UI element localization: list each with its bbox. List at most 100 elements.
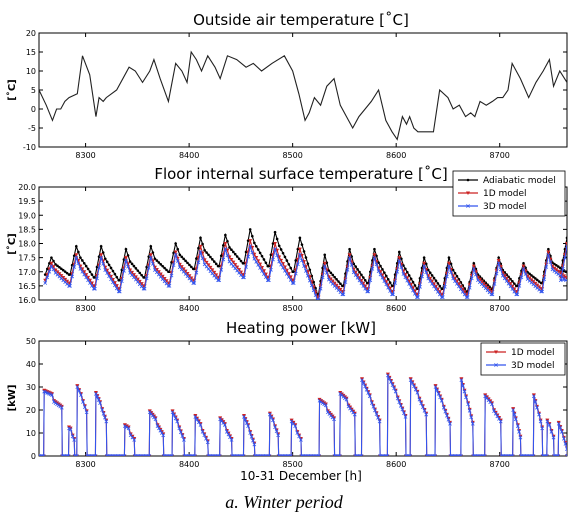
floor-temperature-3d-model-point [80, 269, 85, 274]
floor-temperature-adiabatic-model-point [283, 255, 287, 259]
floor-temperature-adiabatic-model-point [422, 256, 426, 259]
heating-power-3d-model-point [59, 405, 64, 410]
heating-power-y-axis-label: [kW] [7, 385, 18, 412]
heating-power-3d-model-point [287, 454, 292, 456]
floor-temperature-3d-model-point [111, 280, 115, 285]
floor-temperature-adiabatic-model-point [302, 250, 306, 253]
floor-temperature-1d-model-point [521, 264, 526, 269]
heating-power-3d-model-point [563, 442, 567, 446]
heating-power-3d-model-point [60, 454, 65, 456]
heating-power-3d-model-point [63, 454, 68, 456]
outside-temperature-y-tick-label: 10 [26, 67, 36, 76]
floor-temperature-1d-model-point [279, 258, 284, 263]
floor-temperature-3d-model-point [460, 289, 465, 294]
heating-power-3d-model-point [417, 397, 422, 402]
heating-power-3d-model-point [243, 418, 248, 422]
floor-temperature-1d-model-point [57, 272, 62, 276]
floor-temperature-3d-model-point [341, 292, 346, 297]
floor-temperature-3d-model-point [122, 268, 126, 273]
floor-temperature-1d-model-point [397, 256, 402, 260]
floor-temperature-1d-model-point [297, 247, 302, 252]
heating-power-3d-model-point [565, 454, 567, 456]
floor-temperature-3d-model-point [563, 255, 567, 260]
floor-temperature-3d-model-point [340, 292, 345, 297]
floor-temperature-3d-model-point [318, 286, 323, 291]
outside-temperature-x-tick-label: 8600 [386, 151, 406, 160]
heating-power-3d-model-point [242, 415, 246, 419]
floor-temperature-3d-model-point [283, 268, 287, 273]
heating-power-3d-model-point [191, 454, 196, 456]
floor-temperature-3d-model-point [462, 292, 467, 297]
floor-temperature-adiabatic-model-point [386, 277, 390, 281]
floor-temperature-1d-model-point [212, 270, 217, 275]
floor-temperature-3d-model-point [313, 293, 318, 298]
floor-temperature-3d-model-point [271, 257, 275, 262]
floor-temperature-adiabatic-model-point [383, 271, 386, 274]
floor-temperature-1d-model-point [527, 276, 532, 281]
floor-temperature-3d-model-point [544, 265, 549, 269]
floor-temperature-adiabatic-model-point [178, 253, 182, 257]
heating-power-3d-model-point [467, 408, 472, 413]
heating-power-3d-model-point [378, 454, 383, 456]
floor-temperature-3d-model-point [142, 286, 147, 291]
floor-temperature-1d-model-point [204, 260, 209, 265]
floor-temperature-adiabatic-model-point [532, 275, 535, 279]
heating-power-3d-model-point [492, 409, 496, 414]
floor-temperature-3d-model-point [219, 267, 224, 272]
floor-temperature-3d-model-point [439, 295, 444, 300]
floor-temperature-3d-model-point [447, 264, 451, 268]
floor-temperature-3d-model-point [517, 283, 522, 288]
heating-power-3d-model-point [515, 424, 520, 428]
heating-power-y-tick-label: 50 [26, 337, 36, 346]
heating-power-3d-model-point [353, 454, 358, 456]
floor-temperature-adiabatic-model-point [60, 267, 63, 271]
heating-power-3d-model-point [180, 434, 185, 438]
floor-temperature-adiabatic-model-point [287, 263, 291, 266]
floor-temperature-3d-model-point [114, 286, 119, 291]
heating-power-3d-model-point [376, 415, 380, 420]
heating-power-3d-model-point [528, 454, 533, 456]
floor-temperature-3d-model-point [298, 252, 302, 257]
heating-power-3d-model-point [393, 389, 398, 394]
floor-temperature-3d-model-point [70, 274, 75, 279]
floor-temperature-adiabatic-model-point [176, 247, 180, 251]
floor-temperature-adiabatic-model-point [233, 252, 237, 256]
floor-temperature-3d-model-point [288, 278, 293, 282]
floor-temperature-3d-model-point [223, 247, 228, 252]
floor-temperature-3d-model-point [390, 292, 394, 297]
floor-temperature-3d-model-point [144, 276, 149, 281]
floor-temperature-3d-model-point [343, 280, 348, 284]
heating-power-3d-model-point [562, 436, 566, 441]
floor-temperature-1d-model-point [422, 261, 427, 266]
floor-temperature-1d-model-point [384, 280, 389, 284]
floor-temperature-3d-model-point [279, 262, 283, 267]
floor-temperature-adiabatic-model-point [184, 259, 187, 263]
floor-temperature-3d-model-point [382, 279, 387, 283]
heating-power-3d-model-point [157, 426, 161, 431]
floor-temperature-3d-model-point [502, 276, 507, 281]
floor-temperature-3d-model-point [166, 283, 171, 288]
floor-temperature-adiabatic-model-point [82, 261, 86, 265]
floor-temperature-1d-model-point [405, 276, 410, 280]
heating-power-3d-model-point [545, 419, 550, 424]
floor-temperature-adiabatic-model-point [323, 253, 327, 257]
heating-power-3d-model-point [551, 435, 556, 440]
floor-temperature-3d-model-point [455, 281, 459, 286]
floor-temperature-1d-model-point [233, 263, 238, 267]
heating-power-3d-model-point [498, 419, 503, 424]
heating-power-1d-model-point [556, 420, 561, 425]
outside-temperature-y-axis-label: [˚C] [6, 79, 18, 100]
floor-temperature-1d-model-point [99, 253, 104, 257]
floor-temperature-3d-model-point [359, 281, 364, 286]
floor-temperature-adiabatic-model-point [354, 265, 357, 268]
heating-power-3d-model-point [374, 412, 379, 417]
floor-temperature-adiabatic-model-point [138, 271, 142, 275]
floor-temperature-adiabatic-model-point [209, 255, 212, 259]
floor-temperature-1d-model-point [529, 278, 534, 282]
heating-power-1d-model-point [289, 418, 294, 423]
floor-temperature-adiabatic-model-point [188, 263, 191, 267]
floor-temperature-adiabatic-model-point [553, 262, 556, 266]
heating-power-3d-model-point [377, 419, 382, 424]
floor-temperature-adiabatic-model-point [190, 265, 193, 269]
floor-temperature-3d-model-point [175, 259, 180, 263]
